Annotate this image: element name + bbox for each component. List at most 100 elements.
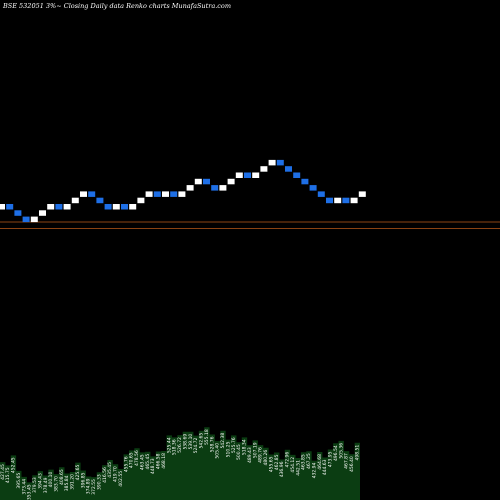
volume-label: 435.45 bbox=[107, 462, 113, 478]
brick-down bbox=[244, 172, 251, 178]
brick-up bbox=[186, 185, 194, 191]
volume-label: 463.85 bbox=[301, 454, 307, 470]
volume-label: 526.72 bbox=[177, 437, 183, 453]
volume-label: 489.76 bbox=[258, 447, 264, 463]
volume-label: 525.76 bbox=[231, 437, 237, 453]
volume-label: 427.45 bbox=[0, 464, 6, 480]
volume-label: 378.49 bbox=[43, 477, 49, 493]
brick-down bbox=[342, 197, 350, 204]
brick-down bbox=[6, 204, 14, 210]
brick-up bbox=[71, 197, 79, 204]
volume-label: 415.75 bbox=[5, 467, 11, 483]
volume-label: 396.85 bbox=[80, 472, 86, 488]
brick-up bbox=[219, 185, 227, 191]
brick-up bbox=[80, 191, 87, 197]
volume-label: 466.58 bbox=[156, 453, 162, 469]
volume-label: 507.19 bbox=[252, 442, 258, 458]
volume-label: 478.56 bbox=[134, 450, 140, 466]
volume-label: 425.65 bbox=[75, 465, 81, 481]
volume-label: 528.76 bbox=[209, 436, 215, 452]
volume-label: 390.33 bbox=[96, 474, 102, 490]
brick-down bbox=[96, 197, 104, 204]
volume-label: 473.95 bbox=[328, 451, 334, 467]
brick-up bbox=[227, 178, 235, 185]
volume-label: 510.25 bbox=[225, 441, 231, 457]
volume-label: 500.45 bbox=[236, 444, 242, 460]
brick-up bbox=[350, 197, 358, 204]
brick-up bbox=[178, 191, 186, 197]
volume-label: 555.18 bbox=[204, 429, 210, 445]
volume-label: 442.51 bbox=[295, 460, 301, 476]
volume-label: 472.96 bbox=[285, 452, 291, 468]
volume-label: 518.34 bbox=[242, 439, 248, 455]
volume-label: 408.65 bbox=[59, 469, 65, 485]
volume-label: 505.40 bbox=[215, 443, 221, 459]
volume-label: 455.65 bbox=[268, 456, 274, 472]
brick-down bbox=[104, 204, 112, 210]
volume-label: 353.45 bbox=[27, 484, 33, 500]
volume-label: 468.18 bbox=[161, 453, 167, 469]
volume-label: 542.65 bbox=[199, 433, 205, 449]
brick-up bbox=[30, 216, 38, 223]
chart-title: BSE 532051 3%~ Closing Daily data Renko … bbox=[2, 2, 231, 10]
brick-up bbox=[137, 197, 145, 204]
volume-area-shape bbox=[0, 427, 360, 500]
brick-down bbox=[326, 197, 333, 204]
volume-label: 456.40 bbox=[349, 456, 355, 472]
brick-down bbox=[121, 204, 128, 210]
volume-area bbox=[0, 427, 360, 500]
volume-label: 383.70 bbox=[53, 476, 59, 492]
brick-up bbox=[112, 204, 120, 210]
volume-label: 452.45 bbox=[11, 457, 17, 473]
reference-lines bbox=[0, 221, 500, 229]
volume-label: 496.54 bbox=[333, 445, 339, 461]
brick-up bbox=[63, 204, 71, 210]
volume-label: 462.85 bbox=[274, 454, 280, 470]
brick-down bbox=[301, 178, 309, 185]
volume-label: 444.63 bbox=[322, 459, 328, 475]
volume-label: 467.87 bbox=[344, 453, 350, 469]
volume-label: 518.36 bbox=[172, 439, 178, 455]
volume-label: 538.69 bbox=[182, 434, 188, 450]
brick-up bbox=[0, 204, 5, 210]
brick-down bbox=[276, 159, 284, 166]
volume-label: 448.73 bbox=[150, 458, 156, 474]
renko-bricks bbox=[0, 159, 366, 223]
volume-label: 373.44 bbox=[21, 479, 27, 495]
brick-up bbox=[194, 178, 202, 185]
volume-label: 489.43 bbox=[247, 447, 253, 463]
volume-label: 463.45 bbox=[139, 454, 145, 470]
volume-label: 498.51 bbox=[354, 445, 360, 461]
volume-label: 470.65 bbox=[129, 452, 135, 468]
brick-down bbox=[211, 185, 219, 191]
brick-down bbox=[170, 191, 178, 197]
volume-label: 464.68 bbox=[317, 454, 323, 470]
volume-label: 391.20 bbox=[70, 474, 76, 490]
brick-down bbox=[22, 216, 30, 223]
brick-down bbox=[285, 166, 292, 172]
volume-label: 524.72 bbox=[193, 437, 199, 453]
volume-label: 385.84 bbox=[64, 475, 70, 491]
volume-label: 525.44 bbox=[166, 437, 172, 453]
volume-label: 455.76 bbox=[123, 456, 129, 472]
brick-up bbox=[268, 159, 276, 166]
volume-label: 436.96 bbox=[279, 461, 285, 477]
volume-label: 379.53 bbox=[32, 477, 38, 493]
brick-down bbox=[14, 210, 22, 216]
brick-down bbox=[88, 191, 96, 197]
volume-label: 480.26 bbox=[263, 450, 269, 466]
brick-up bbox=[358, 191, 366, 197]
volume-label: 542.38 bbox=[220, 433, 226, 449]
brick-down bbox=[55, 204, 63, 210]
volume-label: 400.10 bbox=[48, 471, 54, 487]
volume-label: 419.70 bbox=[113, 466, 119, 482]
volume-label: 416.56 bbox=[102, 467, 108, 483]
brick-down bbox=[293, 172, 301, 178]
brick-up bbox=[162, 191, 169, 197]
volume-label: 374.89 bbox=[86, 478, 92, 494]
brick-down bbox=[203, 178, 210, 185]
volume-label: 432.94 bbox=[311, 463, 317, 479]
